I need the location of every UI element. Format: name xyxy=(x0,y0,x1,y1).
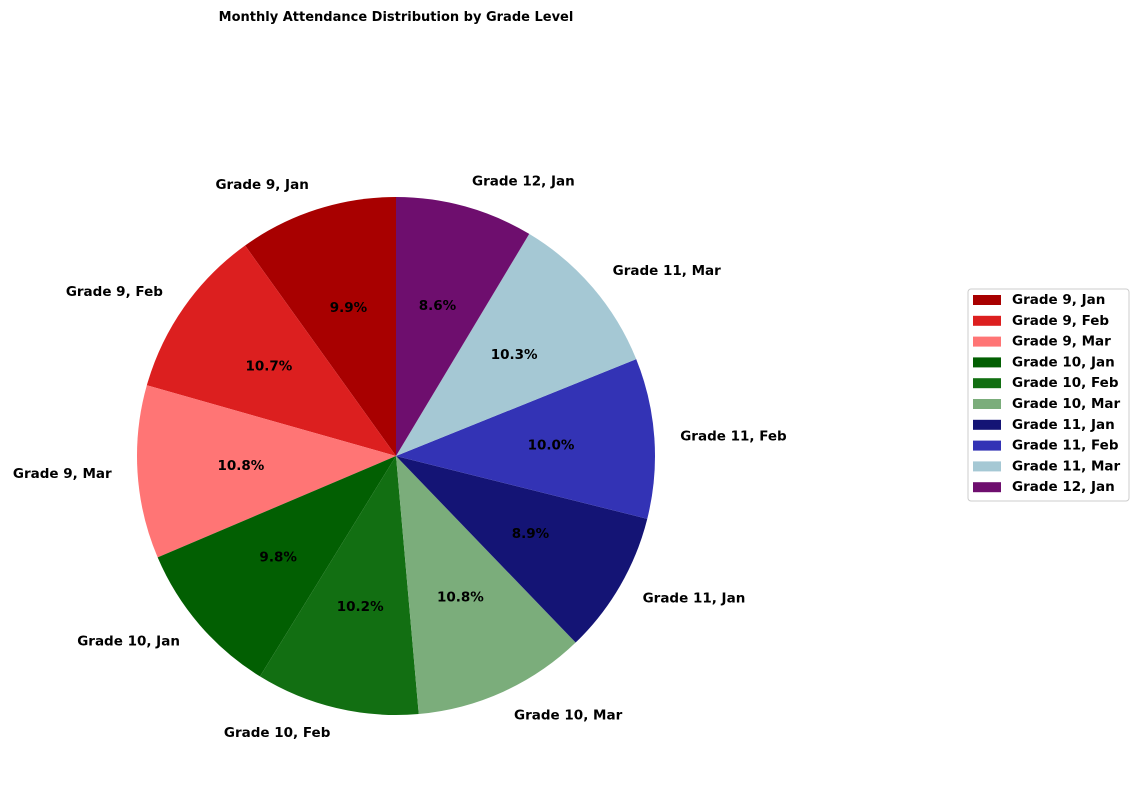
legend-swatch-grade-11-jan xyxy=(973,419,1001,430)
legend-label-grade-12-jan: Grade 12, Jan xyxy=(1012,479,1115,495)
legend-label-grade-11-feb: Grade 11, Feb xyxy=(1012,438,1119,454)
slice-label-grade-11-mar: Grade 11, Mar xyxy=(613,263,722,279)
legend-label-grade-9-jan: Grade 9, Jan xyxy=(1012,292,1105,308)
pie-slice-grade-10-jan xyxy=(157,456,396,677)
legend-label-grade-10-jan: Grade 10, Jan xyxy=(1012,354,1115,370)
legend-swatch-grade-9-jan xyxy=(973,295,1001,305)
legend-label-grade-11-mar: Grade 11, Mar xyxy=(1012,458,1121,474)
legend-label-grade-11-jan: Grade 11, Jan xyxy=(1012,417,1115,433)
pie-slice-grade-9-feb xyxy=(146,245,396,456)
slice-label-grade-9-mar: Grade 9, Mar xyxy=(13,466,112,482)
slice-label-grade-10-feb: Grade 10, Feb xyxy=(224,725,331,741)
pct-label-grade-9-feb: 10.7% xyxy=(245,359,292,375)
pie-slice-grade-10-feb xyxy=(259,456,419,715)
pct-label-grade-11-jan: 8.9% xyxy=(512,526,550,542)
pie-slice-grade-12-jan xyxy=(396,197,530,456)
legend-items: Grade 9, Jan Grade 9, Feb Grade 9, Mar Grad… xyxy=(973,292,1121,495)
pie-slice-grade-11-mar xyxy=(396,233,637,456)
pct-label-grade-11-feb: 10.0% xyxy=(528,437,575,453)
legend-swatch-grade-11-feb xyxy=(973,440,1001,451)
pie-slice-labels: Grade 9, Jan Grade 9, Feb Grade 9, Mar Grad… xyxy=(13,173,787,741)
pct-label-grade-9-jan: 9.9% xyxy=(330,300,368,316)
slice-label-grade-10-mar: Grade 10, Mar xyxy=(514,707,623,723)
slice-label-grade-10-jan: Grade 10, Jan xyxy=(77,634,180,650)
legend-swatch-grade-11-mar xyxy=(973,461,1001,472)
legend-swatch-grade-10-mar xyxy=(973,399,1001,409)
pie-slice-grade-9-jan xyxy=(245,197,396,456)
pie-slice-grade-9-mar xyxy=(137,385,396,558)
slice-label-grade-9-jan: Grade 9, Jan xyxy=(215,177,308,193)
pie-percent-labels: 9.9% 10.7% 10.8% 9.8% 10.2% 10.8% 8.9% 10.0% 10.… xyxy=(217,298,574,615)
slice-label-grade-11-feb: Grade 11, Feb xyxy=(680,428,787,444)
pct-label-grade-10-mar: 10.8% xyxy=(437,589,484,605)
legend-swatch-grade-10-jan xyxy=(973,357,1001,368)
slice-label-grade-9-feb: Grade 9, Feb xyxy=(66,284,163,300)
legend: Grade 9, Jan Grade 9, Feb Grade 9, Mar Grad… xyxy=(967,288,1130,502)
legend-label-grade-10-mar: Grade 10, Mar xyxy=(1012,396,1121,412)
pct-label-grade-10-jan: 9.8% xyxy=(259,549,297,565)
legend-label-grade-9-mar: Grade 9, Mar xyxy=(1012,334,1111,350)
pct-label-grade-10-feb: 10.2% xyxy=(337,599,384,615)
pct-label-grade-9-mar: 10.8% xyxy=(217,458,264,474)
legend-swatch-grade-12-jan xyxy=(973,482,1001,493)
slice-label-grade-11-jan: Grade 11, Jan xyxy=(643,591,746,607)
pct-label-grade-12-jan: 8.6% xyxy=(419,298,457,314)
pie-slice-grade-10-mar xyxy=(396,456,576,714)
pie-slices xyxy=(137,197,655,715)
legend-swatch-grade-9-mar xyxy=(973,336,1001,347)
pie-slice-grade-11-feb xyxy=(396,359,655,519)
legend-swatch-grade-9-feb xyxy=(973,315,1001,326)
legend-swatch-grade-10-feb xyxy=(973,378,1001,389)
slice-label-grade-12-jan: Grade 12, Jan xyxy=(472,173,575,189)
legend-frame xyxy=(967,288,1130,502)
legend-label-grade-9-feb: Grade 9, Feb xyxy=(1012,313,1109,329)
pie-slice-grade-11-jan xyxy=(396,456,648,643)
pct-label-grade-11-mar: 10.3% xyxy=(491,347,538,363)
legend-label-grade-10-feb: Grade 10, Feb xyxy=(1012,375,1119,391)
chart-title: Monthly Attendance Distribution by Grade… xyxy=(219,10,574,25)
